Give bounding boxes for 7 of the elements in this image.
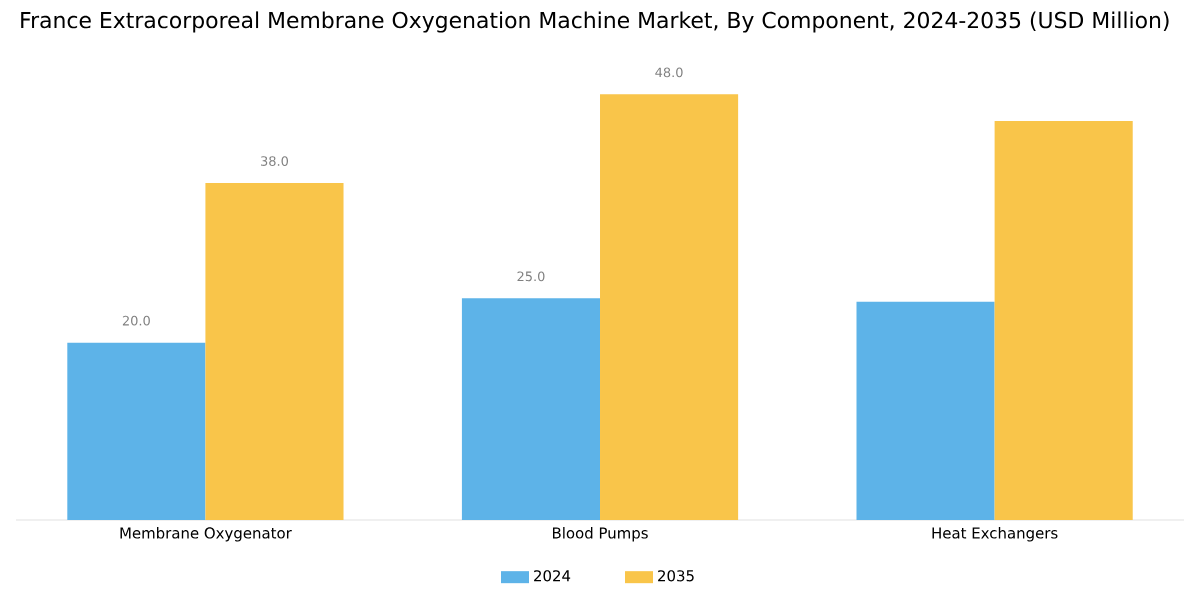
- bar: [856, 301, 995, 520]
- bar: [67, 342, 206, 520]
- bar: [205, 182, 344, 520]
- bar: [461, 298, 601, 520]
- bar: [994, 120, 1133, 520]
- chart-title: France Extracorporeal Membrane Oxygenation Machine Market, By Component, 2024-2035 (USD Million): [21, 11, 1169, 33]
- bar: [600, 94, 739, 520]
